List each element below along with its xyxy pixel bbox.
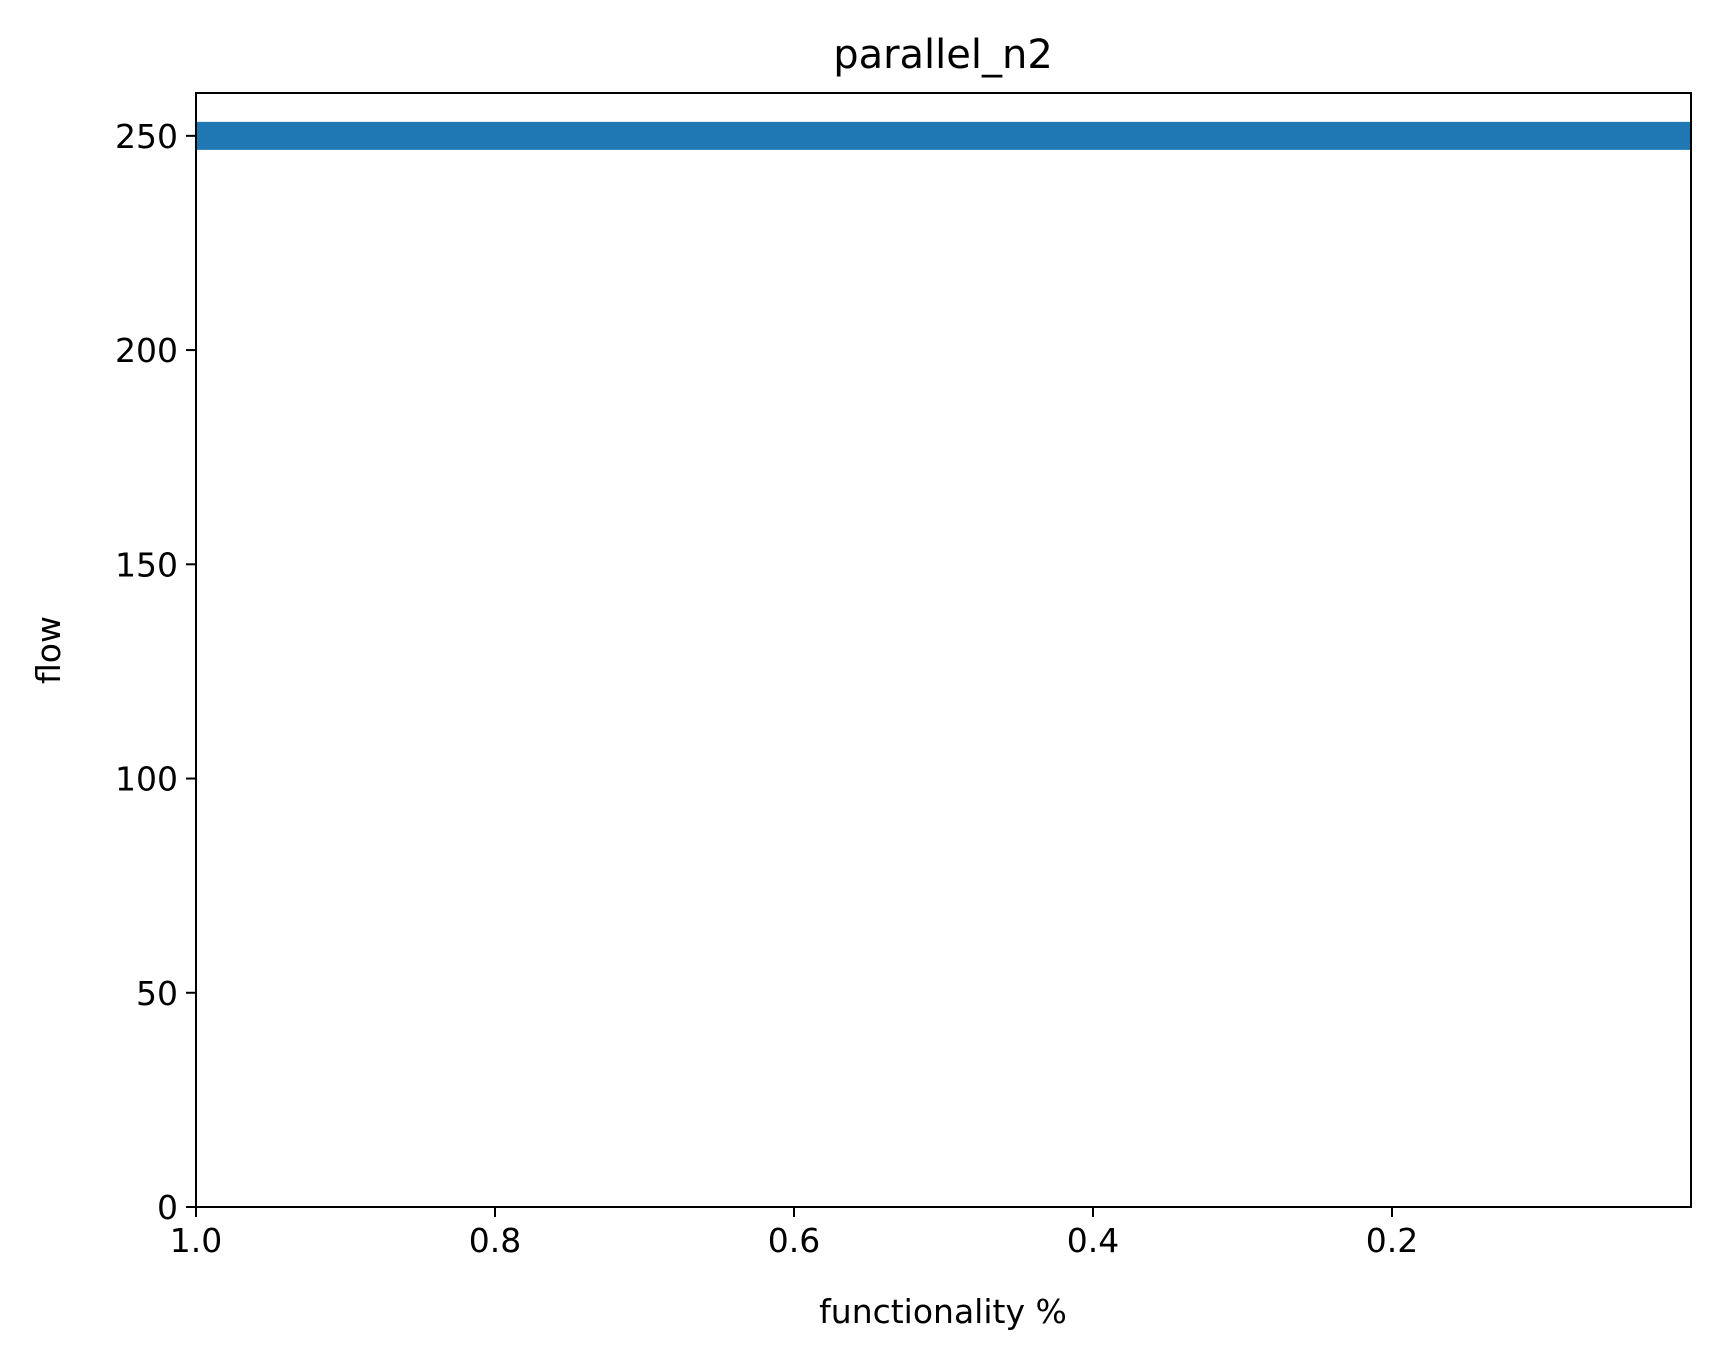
chart-title: parallel_n2: [833, 32, 1053, 78]
x-tick-label: 0.6: [768, 1221, 820, 1260]
plot-frame: [195, 92, 1692, 1208]
x-tick-label: 0.2: [1366, 1221, 1418, 1260]
y-axis-label: flow: [29, 616, 68, 684]
x-tick-label: 1.0: [170, 1221, 222, 1260]
x-axis-ticks: 1.0 0.8 0.6 0.4 0.2: [170, 1207, 1418, 1260]
y-tick-label: 50: [136, 974, 178, 1013]
x-tick-label: 0.4: [1067, 1221, 1119, 1260]
x-tick-label: 0.8: [469, 1221, 521, 1260]
y-tick-label: 150: [115, 545, 178, 584]
y-tick-label: 200: [115, 331, 178, 370]
y-axis-ticks: 0 50 100 150 200 250: [115, 117, 196, 1227]
y-tick-label: 250: [115, 117, 178, 156]
y-tick-label: 0: [157, 1188, 178, 1227]
plot-area: [196, 93, 1691, 1207]
y-tick-label: 100: [115, 760, 178, 799]
x-axis-label: functionality %: [819, 1292, 1067, 1331]
